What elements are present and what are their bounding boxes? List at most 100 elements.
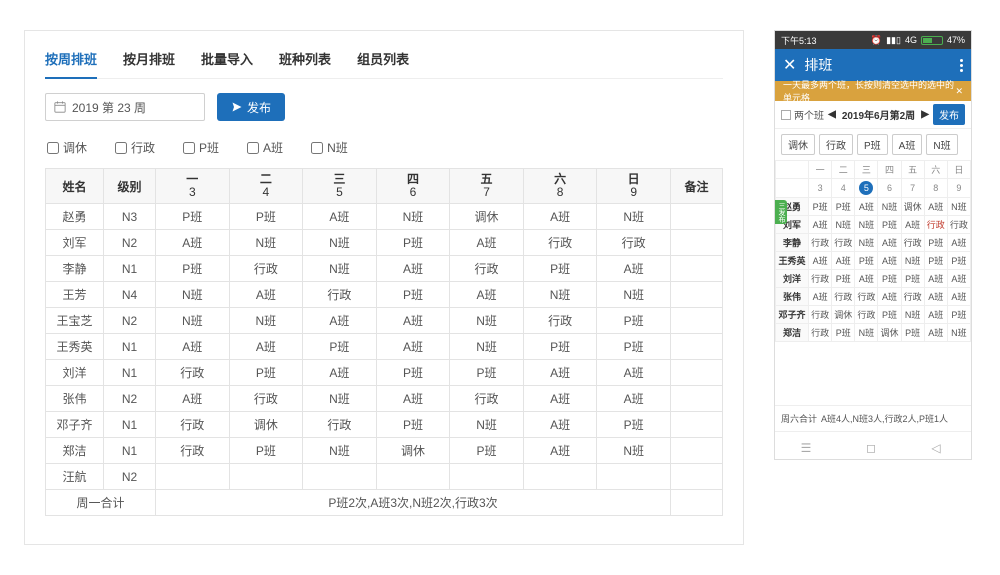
m-cell-shift[interactable]: 调休 <box>832 306 855 324</box>
m-cell-shift[interactable]: 行政 <box>901 234 924 252</box>
cell-note[interactable] <box>671 256 723 282</box>
cell-shift[interactable]: A班 <box>523 412 597 438</box>
cell-shift[interactable]: P班 <box>303 334 377 360</box>
cell-shift[interactable]: N班 <box>523 282 597 308</box>
cell-shift[interactable]: A班 <box>597 386 671 412</box>
cell-shift[interactable]: A班 <box>303 360 377 386</box>
cell-shift[interactable]: P班 <box>597 308 671 334</box>
cell-shift[interactable]: 行政 <box>450 256 524 282</box>
cell-shift[interactable]: P班 <box>450 360 524 386</box>
m-cell-shift[interactable]: P班 <box>947 252 970 270</box>
m-cell-shift[interactable]: A班 <box>878 252 901 270</box>
cell-shift[interactable]: A班 <box>450 230 524 256</box>
m-col-daynum[interactable]: 8 <box>924 179 947 198</box>
filter-n[interactable]: N班 <box>311 139 348 156</box>
cell-shift[interactable]: P班 <box>376 282 450 308</box>
m-col-daynum[interactable]: 7 <box>901 179 924 198</box>
cell-shift[interactable]: N班 <box>229 230 303 256</box>
cell-shift[interactable]: 行政 <box>303 412 377 438</box>
nav-home-icon[interactable]: ◻ <box>866 441 880 451</box>
cell-shift[interactable]: P班 <box>156 204 230 230</box>
week-label[interactable]: 2019年6月第2周 <box>842 107 915 122</box>
cell-note[interactable] <box>671 334 723 360</box>
m-cell-shift[interactable]: A班 <box>924 198 947 216</box>
cell-shift[interactable]: N班 <box>597 204 671 230</box>
cell-shift[interactable]: A班 <box>156 334 230 360</box>
cell-shift[interactable]: P班 <box>376 412 450 438</box>
m-cell-shift[interactable]: 行政 <box>809 324 832 342</box>
cell-shift[interactable]: P班 <box>229 438 303 464</box>
cell-shift[interactable]: 行政 <box>523 230 597 256</box>
m-cell-shift[interactable]: 行政 <box>947 216 970 234</box>
cell-shift[interactable]: P班 <box>376 360 450 386</box>
m-cell-shift[interactable]: A班 <box>924 288 947 306</box>
cell-shift[interactable]: N班 <box>450 308 524 334</box>
close-icon[interactable]: ✕ <box>783 55 796 75</box>
cell-shift[interactable]: A班 <box>376 256 450 282</box>
cell-shift[interactable]: N班 <box>229 308 303 334</box>
more-icon[interactable] <box>960 59 963 72</box>
m-cell-shift[interactable]: N班 <box>855 324 878 342</box>
m-cell-shift[interactable]: N班 <box>947 198 970 216</box>
cell-shift[interactable] <box>156 464 230 490</box>
cell-shift[interactable]: 行政 <box>156 438 230 464</box>
cell-shift[interactable]: 行政 <box>450 386 524 412</box>
m-cell-shift[interactable]: 行政 <box>809 234 832 252</box>
m-cell-shift[interactable]: P班 <box>832 198 855 216</box>
m-cell-shift[interactable]: A班 <box>878 288 901 306</box>
cell-shift[interactable]: 调休 <box>376 438 450 464</box>
nav-menu-icon[interactable]: ☰ <box>801 441 815 451</box>
m-cell-shift[interactable]: 行政 <box>855 288 878 306</box>
cell-shift[interactable]: 行政 <box>303 282 377 308</box>
cell-shift[interactable]: A班 <box>376 386 450 412</box>
m-cell-shift[interactable]: P班 <box>878 270 901 288</box>
filter-p[interactable]: P班 <box>183 139 219 156</box>
cell-shift[interactable]: P班 <box>229 360 303 386</box>
m-cell-shift[interactable]: P班 <box>924 252 947 270</box>
m-col-daynum[interactable]: 3 <box>809 179 832 198</box>
cell-shift[interactable]: A班 <box>523 386 597 412</box>
filter-a[interactable]: A班 <box>247 139 283 156</box>
two-shift-checkbox[interactable]: 两个班 <box>781 107 824 122</box>
cell-shift[interactable] <box>303 464 377 490</box>
cell-shift[interactable]: A班 <box>376 334 450 360</box>
m-cell-shift[interactable]: N班 <box>901 306 924 324</box>
cell-shift[interactable]: 调休 <box>450 204 524 230</box>
cell-shift[interactable]: 行政 <box>156 360 230 386</box>
cell-shift[interactable]: N班 <box>303 386 377 412</box>
cell-shift[interactable]: 行政 <box>229 386 303 412</box>
cell-shift[interactable]: A班 <box>156 230 230 256</box>
m-cell-shift[interactable]: P班 <box>878 306 901 324</box>
m-cell-shift[interactable]: 调休 <box>878 324 901 342</box>
cell-shift[interactable]: A班 <box>523 438 597 464</box>
tab-week[interactable]: 按周排班 <box>45 49 97 79</box>
m-cell-shift[interactable]: 行政 <box>832 288 855 306</box>
cell-shift[interactable]: N班 <box>303 438 377 464</box>
cell-shift[interactable]: N班 <box>156 282 230 308</box>
cell-shift[interactable]: N班 <box>156 308 230 334</box>
m-cell-shift[interactable]: A班 <box>924 324 947 342</box>
cell-note[interactable] <box>671 386 723 412</box>
cell-shift[interactable]: A班 <box>597 360 671 386</box>
cell-note[interactable] <box>671 438 723 464</box>
cell-shift[interactable] <box>597 464 671 490</box>
cell-note[interactable] <box>671 282 723 308</box>
chip-a[interactable]: A班 <box>892 134 923 155</box>
cell-shift[interactable] <box>229 464 303 490</box>
cell-shift[interactable] <box>523 464 597 490</box>
m-cell-shift[interactable]: A班 <box>832 252 855 270</box>
m-cell-shift[interactable]: N班 <box>947 324 970 342</box>
m-cell-shift[interactable]: A班 <box>855 198 878 216</box>
cell-shift[interactable]: N班 <box>303 230 377 256</box>
m-cell-shift[interactable]: 行政 <box>901 288 924 306</box>
m-cell-shift[interactable]: A班 <box>901 216 924 234</box>
cell-shift[interactable]: N班 <box>450 334 524 360</box>
m-cell-shift[interactable]: A班 <box>809 216 832 234</box>
chip-xingzheng[interactable]: 行政 <box>819 134 853 155</box>
cell-shift[interactable]: A班 <box>597 256 671 282</box>
chip-n[interactable]: N班 <box>926 134 957 155</box>
tab-shift-types[interactable]: 班种列表 <box>279 49 331 70</box>
m-cell-shift[interactable]: P班 <box>878 216 901 234</box>
m-col-daynum[interactable]: 9 <box>947 179 970 198</box>
cell-shift[interactable]: A班 <box>229 334 303 360</box>
